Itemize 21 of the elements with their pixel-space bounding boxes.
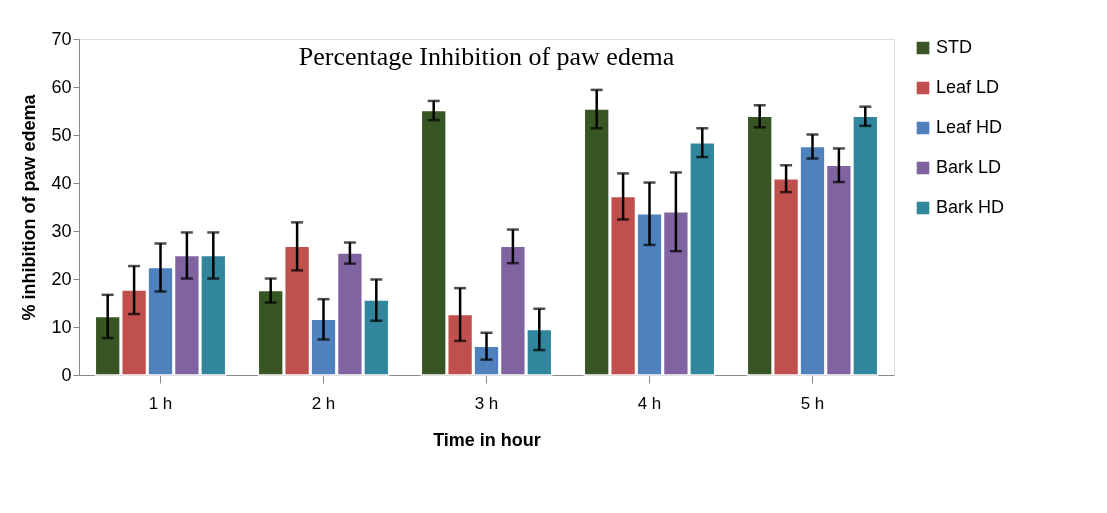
- legend-label: Leaf LD: [936, 77, 1000, 97]
- x-tick-label: 1 h: [148, 393, 173, 413]
- x-tick-label: 2 h: [311, 393, 336, 413]
- legend-label: Leaf HD: [936, 117, 1003, 137]
- y-tick-label: 20: [51, 268, 72, 289]
- y-tick-label: 0: [61, 364, 72, 385]
- legend-label: Bark LD: [936, 157, 1002, 177]
- y-tick-label: 70: [51, 28, 72, 49]
- chart-title: Percentage Inhibition of paw edema: [298, 42, 675, 71]
- legend-label: STD: [936, 37, 972, 57]
- y-tick-label: 60: [51, 76, 72, 97]
- y-tick-label: 10: [51, 316, 72, 337]
- y-tick-label: 40: [51, 172, 72, 193]
- y-axis-title: % inhibition of paw edema: [19, 93, 40, 321]
- y-tick-label: 50: [51, 124, 72, 145]
- x-tick-label: 3 h: [474, 393, 499, 413]
- x-axis-title: Time in hour: [433, 429, 541, 450]
- y-tick-label: 30: [51, 220, 72, 241]
- x-tick-label: 4 h: [637, 393, 662, 413]
- x-tick-label: 5 h: [800, 393, 825, 413]
- legend-label: Bark HD: [936, 197, 1005, 217]
